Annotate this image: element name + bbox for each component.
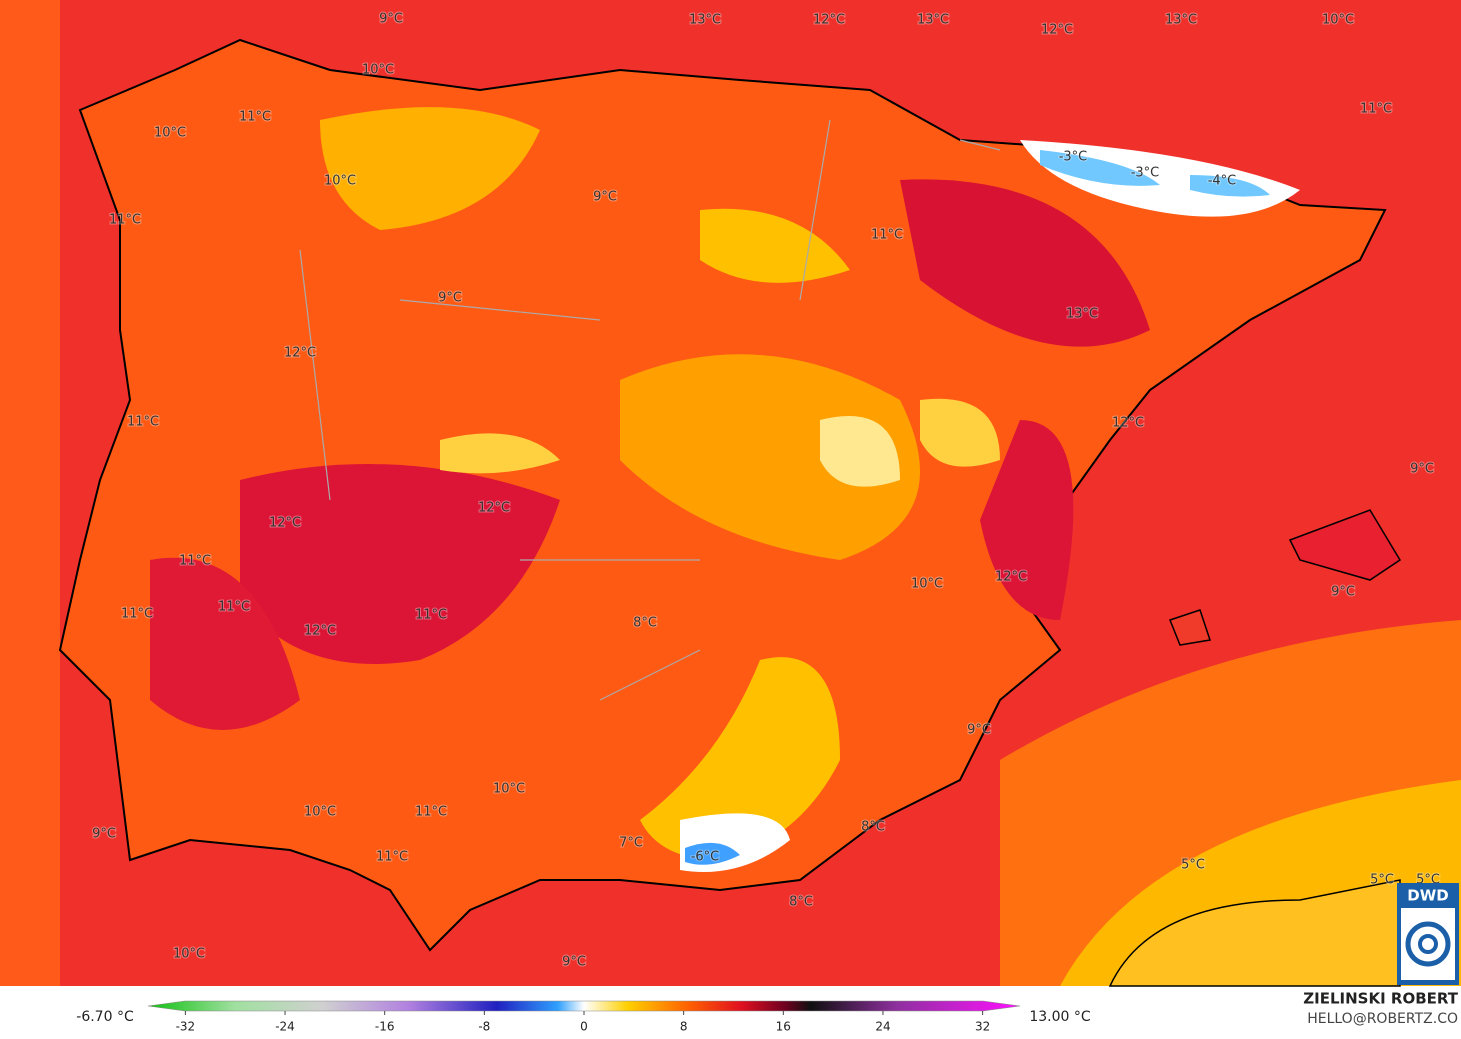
temp-label: 9°C (593, 190, 617, 205)
temp-label: 12°C (995, 570, 1027, 585)
colorbar-tick-label: -16 (375, 1020, 395, 1034)
temp-label: 8°C (861, 820, 885, 835)
map-field (0, 0, 1461, 987)
temp-label: 5°C (1370, 873, 1394, 888)
temp-label: 10°C (304, 805, 336, 820)
temp-label: 11°C (127, 415, 159, 430)
colorbar-tick-label: 16 (776, 1020, 791, 1034)
temp-label: 13°C (689, 13, 721, 28)
temp-label: 9°C (438, 291, 462, 306)
temp-label: 12°C (478, 501, 510, 516)
temp-label: 10°C (362, 63, 394, 78)
temp-label: 11°C (871, 228, 903, 243)
temp-label: 11°C (415, 805, 447, 820)
colorbar-tick-label: 8 (680, 1020, 688, 1034)
colorbar-tick-label: -24 (275, 1020, 295, 1034)
temp-label: 9°C (379, 12, 403, 27)
temp-label: 11°C (109, 213, 141, 228)
temp-label: -3°C (1131, 166, 1160, 181)
author: ZIELINSKI ROBERT (1303, 990, 1458, 1008)
temp-label: 12°C (1112, 416, 1144, 431)
temp-label: 11°C (415, 608, 447, 623)
colorbar-tick-label: 24 (875, 1020, 890, 1034)
temp-label: 12°C (1041, 23, 1073, 38)
temp-label: 9°C (967, 723, 991, 738)
temp-label: 9°C (1410, 462, 1434, 477)
temp-label: 11°C (218, 600, 250, 615)
temp-label: 12°C (304, 624, 336, 639)
temp-label: 13°C (1066, 307, 1098, 322)
temp-label: -6°C (691, 850, 720, 865)
temp-label: 9°C (1331, 585, 1355, 600)
temp-label: 12°C (813, 13, 845, 28)
temp-label: 7°C (619, 836, 643, 851)
temp-label: 10°C (324, 174, 356, 189)
temp-label: 10°C (154, 126, 186, 141)
temp-label: -3°C (1059, 150, 1088, 165)
colorbar-tick-label: -32 (176, 1020, 196, 1034)
contact: HELLO@ROBERTZ.CO (1307, 1011, 1458, 1027)
temp-label: 9°C (92, 827, 116, 842)
dwd-logo: DWD (1397, 883, 1459, 985)
temp-label: 11°C (121, 607, 153, 622)
logo-text: DWD (1407, 887, 1448, 905)
temp-label: 9°C (562, 955, 586, 970)
temp-label: 11°C (376, 850, 408, 865)
temp-label: 5°C (1181, 858, 1205, 873)
temp-label: 13°C (1165, 13, 1197, 28)
temp-label: 10°C (911, 577, 943, 592)
max-label: 13.00 °C (1029, 1009, 1091, 1025)
temp-label: 11°C (179, 554, 211, 569)
temp-label: 8°C (633, 616, 657, 631)
temp-label: 12°C (269, 516, 301, 531)
colorbar-tick-label: 0 (580, 1020, 588, 1034)
temp-label: 12°C (284, 346, 316, 361)
temp-label: 13°C (917, 13, 949, 28)
temp-label: 8°C (789, 895, 813, 910)
temp-label: 10°C (1322, 13, 1354, 28)
temp-label: 10°C (173, 947, 205, 962)
colorbar-tick-label: 32 (975, 1020, 990, 1034)
temp-label: 10°C (493, 782, 525, 797)
temperature-labels: 9°C 13°C 12°C 13°C 12°C 13°C 10°C 10°C 11°C 11°C 1… (91, 11, 1441, 971)
temp-label: 11°C (1360, 102, 1392, 117)
temp-label: -4°C (1208, 174, 1237, 189)
min-label: -6.70 °C (76, 1009, 134, 1025)
colorbar (147, 1000, 1021, 1012)
temp-label: 11°C (239, 110, 271, 125)
colorbar-tick-label: -8 (478, 1020, 490, 1034)
